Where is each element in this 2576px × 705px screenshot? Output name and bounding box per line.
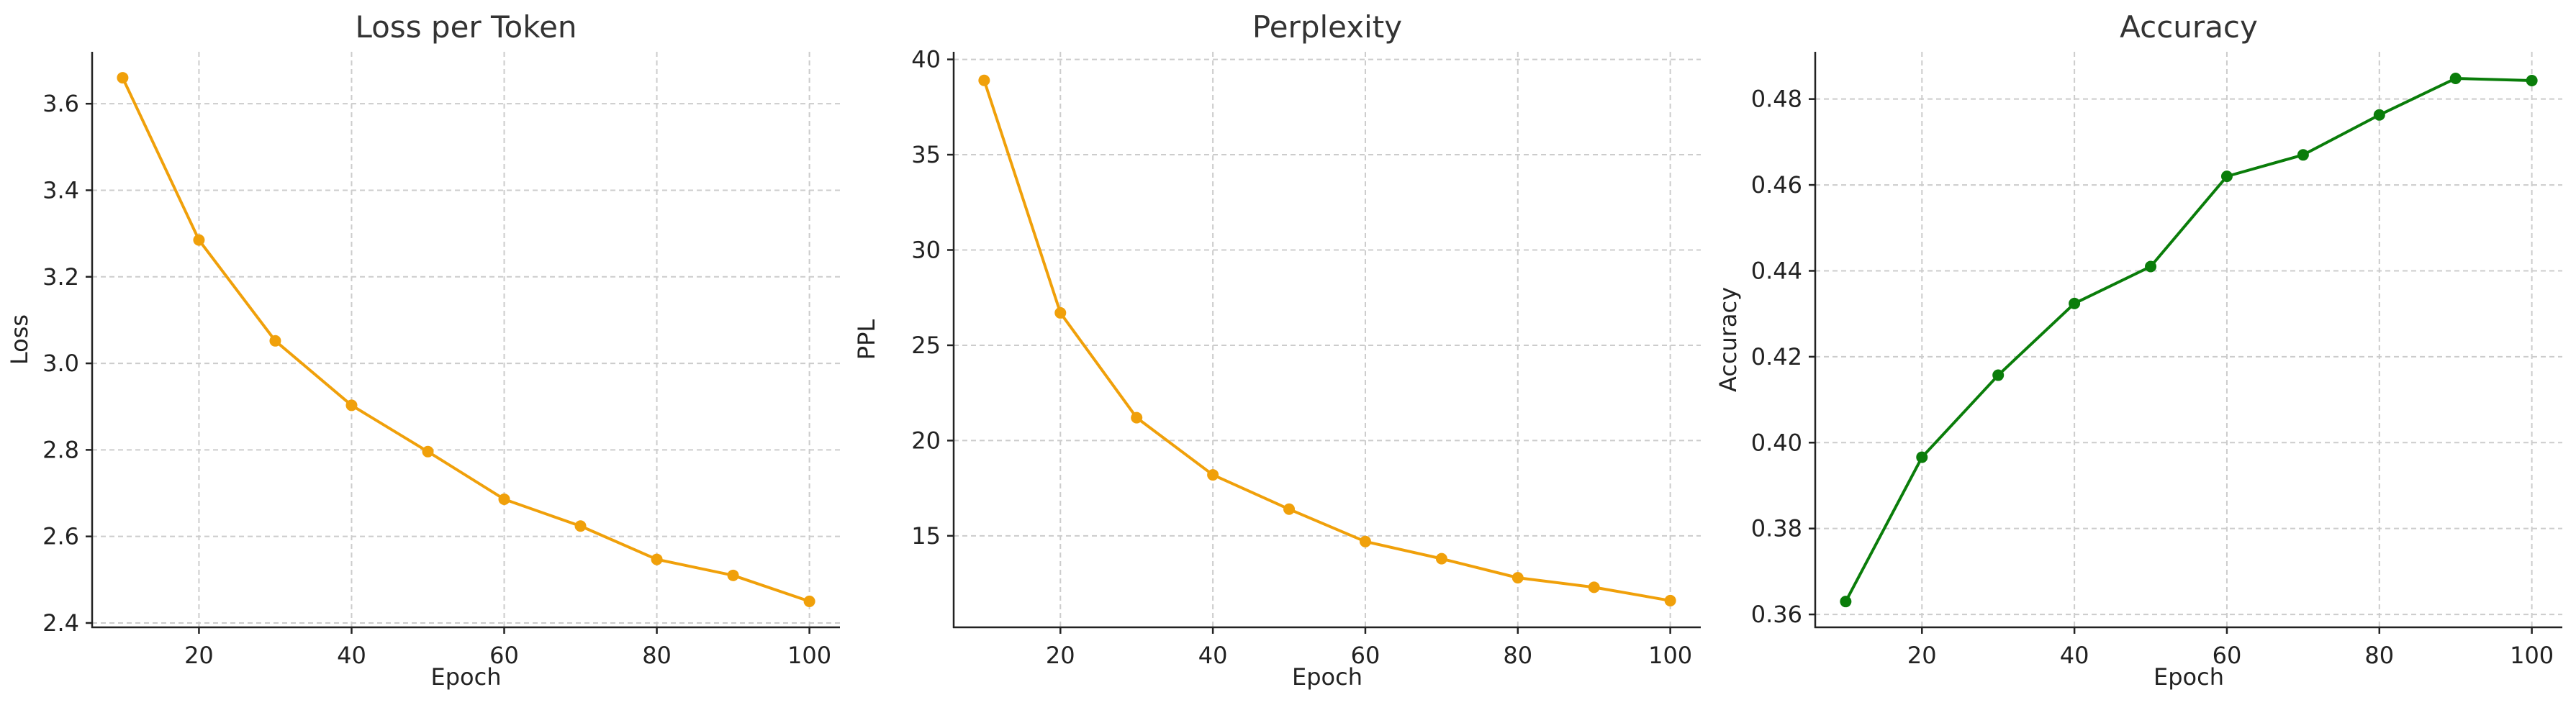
x-tick-label: 100: [1648, 642, 1692, 669]
data-point: [2373, 109, 2385, 121]
y-tick-label: 20: [911, 427, 941, 454]
y-tick-label: 0.44: [1751, 257, 1802, 284]
y-tick-label: 3.0: [42, 350, 79, 377]
data-point: [1511, 572, 1524, 584]
chart-panel-3: 20 40 60 80 100 0.36 0.38 0.40 0.42 0.44 0.46 0.48 A…: [1714, 9, 2562, 691]
y-tick-label: 0.48: [1751, 86, 1802, 113]
gridlines: [954, 52, 1701, 627]
y-tick-label: 25: [911, 332, 941, 359]
y-tick-label: 2.6: [42, 523, 79, 550]
data-point: [1840, 596, 1852, 608]
y-tick-label: 30: [911, 236, 941, 263]
data-point: [1131, 411, 1143, 424]
y-axis-label: Loss: [6, 314, 33, 365]
x-tick-label: 80: [2364, 642, 2394, 669]
y-tick-label: 3.4: [42, 176, 79, 204]
x-tick-label: 40: [337, 642, 366, 669]
data-point: [978, 74, 990, 86]
y-tick-label: 0.38: [1751, 515, 1802, 542]
data-point: [269, 335, 281, 347]
data-point: [651, 553, 663, 565]
x-tick-label: 100: [2510, 642, 2554, 669]
x-axis-label: Epoch: [1292, 663, 1362, 691]
x-tick-label: 40: [2060, 642, 2089, 669]
y-tick-label: 0.42: [1751, 343, 1802, 370]
data-point: [1992, 369, 2005, 381]
series-line: [1844, 77, 2532, 603]
series-line: [121, 77, 810, 603]
data-point: [1664, 594, 1676, 606]
data-point: [1435, 552, 1447, 565]
x-tick-label: 100: [787, 642, 831, 669]
data-point: [803, 595, 815, 607]
data-point: [1207, 469, 1219, 481]
data-point: [2526, 75, 2538, 86]
x-tick-label: 80: [1503, 642, 1532, 669]
data-point: [2220, 170, 2233, 183]
y-tick-label: 3.6: [42, 90, 79, 117]
y-tick-label: 15: [911, 522, 941, 550]
data-point: [2145, 260, 2157, 273]
x-tick-label: 60: [2213, 642, 2242, 669]
data-point: [1588, 581, 1600, 593]
data-point: [1054, 306, 1067, 319]
x-tick-label: 20: [184, 642, 214, 669]
y-tick-label: 35: [911, 141, 941, 168]
data-point: [1283, 503, 1296, 515]
x-tick-label: 60: [1351, 642, 1380, 669]
x-tick-label: 20: [1046, 642, 1075, 669]
data-point: [345, 399, 358, 411]
chart-title: Perplexity: [1252, 9, 1402, 45]
chart-title: Loss per Token: [355, 9, 577, 45]
data-point: [2297, 149, 2309, 161]
y-tick-label: 0.40: [1751, 429, 1802, 456]
data-point: [422, 445, 434, 458]
x-axis-label: Epoch: [2154, 663, 2224, 691]
x-tick-label: 60: [489, 642, 519, 669]
y-axis-label: Accuracy: [1714, 287, 1742, 392]
series-line: [982, 80, 1671, 602]
data-point: [193, 234, 205, 246]
data-point: [2449, 73, 2462, 85]
data-point: [498, 493, 510, 505]
data-point: [1359, 535, 1371, 547]
y-tick-label: 3.2: [42, 263, 79, 291]
y-axis-label: PPL: [853, 319, 880, 360]
chart-panel-1: 20 40 60 80 100 2.4 2.6 2.8 3.0 3.2 3.4 3.6 Loss per…: [6, 9, 840, 691]
data-point: [574, 520, 587, 532]
data-point: [117, 72, 129, 84]
chart-panel-2: 20 40 60 80 100 15 20 25 30 35 40 Perplexity Epoch PP…: [853, 9, 1701, 691]
x-tick-label: 20: [1907, 642, 1937, 669]
y-tick-label: 0.46: [1751, 171, 1802, 199]
data-point: [727, 569, 739, 581]
y-tick-label: 0.36: [1751, 601, 1802, 628]
x-tick-label: 80: [642, 642, 672, 669]
gridlines: [1815, 52, 2562, 627]
data-point: [1916, 451, 1928, 463]
x-tick-label: 40: [1198, 642, 1228, 669]
y-tick-label: 2.4: [42, 609, 79, 637]
chart-title: Accuracy: [2120, 9, 2258, 45]
y-tick-label: 2.8: [42, 436, 79, 463]
gridlines: [92, 52, 840, 627]
x-axis-label: Epoch: [431, 663, 502, 691]
data-point: [2069, 297, 2081, 309]
y-tick-label: 40: [911, 46, 941, 73]
